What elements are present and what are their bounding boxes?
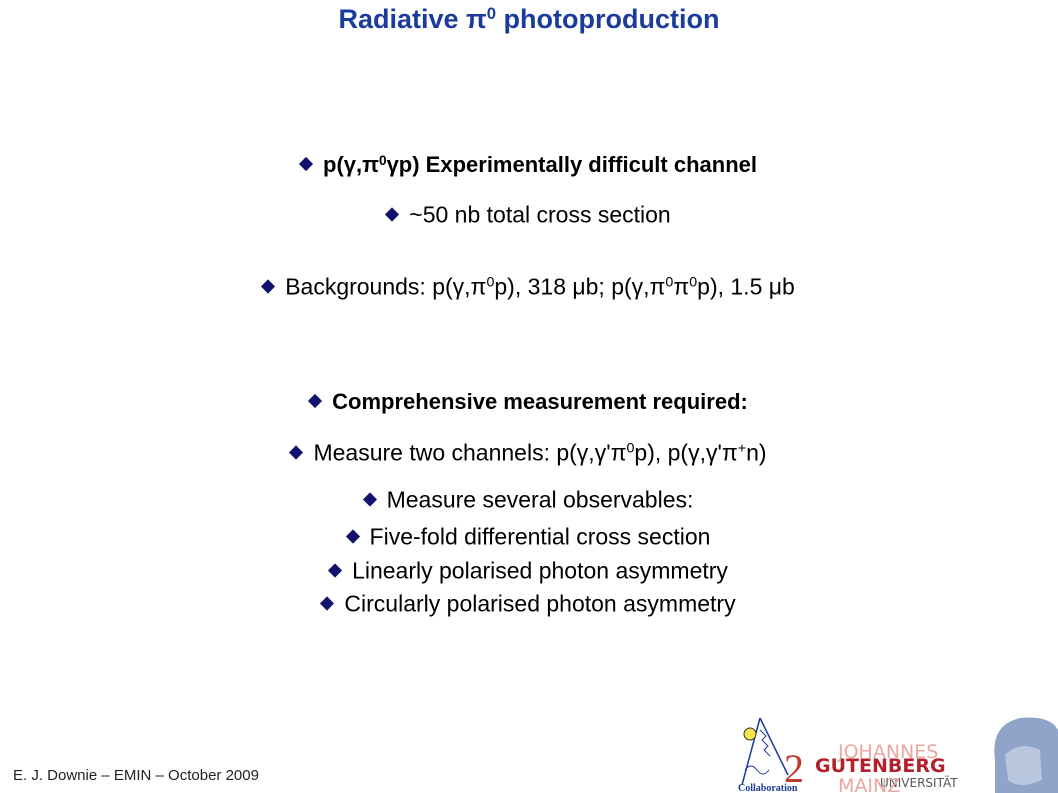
bust-image [994, 717, 1058, 793]
bullet [261, 279, 276, 294]
bullet [327, 563, 343, 578]
text-run: π [673, 273, 690, 300]
text-run: Five-fold differential cross section [369, 523, 711, 550]
superscript: 0 [626, 440, 635, 457]
bullet-item: Linearly polarised photon asymmetry [0, 558, 1058, 585]
bullet [345, 529, 360, 544]
bullet-item: Circularly polarised photon asymmetry [0, 591, 1058, 618]
bullet [362, 492, 377, 507]
bullet-item: ~50 nb total cross section [0, 202, 1058, 229]
bullet-item: Measure several observables: [0, 487, 1058, 514]
bullet-item: Measure two channels: p(γ,γ'π0p), p(γ,γ'… [0, 440, 1058, 467]
bullet-item: Comprehensive measurement required: [0, 389, 1058, 415]
university-logo: JOHANNES GUTENBERG UNIVERSITÄT MAINZ [815, 741, 958, 793]
text-run: p), 1.5 μb [697, 273, 795, 300]
footer: E. J. Downie – EMIN – October 2009 [13, 767, 259, 784]
bullet-item: Backgrounds: p(γ,π0p), 318 μb; p(γ,π0π0p… [0, 274, 1058, 301]
text-run: Linearly polarised photon asymmetry [352, 557, 728, 584]
text-run: Circularly polarised photon asymmetry [344, 590, 736, 617]
a2-logo: 2 Collaboration [738, 717, 804, 793]
text-run: Measure two channels: p(γ,γ'π [313, 439, 627, 466]
text-run: p), p(γ,γ'π [634, 439, 738, 466]
superscript: 0 [689, 274, 698, 291]
bullet [308, 393, 323, 409]
bullet [320, 596, 335, 611]
text-run: γp) Experimentally difficult channel [386, 152, 757, 177]
superscript: 0 [486, 3, 497, 23]
a2-mark: 2 [784, 746, 804, 791]
superscript: 0 [378, 152, 387, 168]
a2-caption: Collaboration [738, 783, 798, 793]
bullet [289, 445, 304, 460]
superscript: 0 [486, 274, 495, 291]
slide-title: Radiative π0 photoproduction [0, 4, 1058, 35]
bullet-item: p(γ,π0γp) Experimentally difficult chann… [0, 152, 1058, 178]
text-run: Backgrounds: p(γ,π [285, 273, 487, 300]
university-word: GUTENBERG [815, 755, 946, 777]
text-run: Comprehensive measurement required: [332, 389, 748, 414]
bullet [298, 156, 314, 172]
text-run: ~50 nb total cross section [409, 201, 671, 228]
text-run: p(γ,π [323, 152, 379, 177]
text-run: p), 318 μb; p(γ,π [494, 273, 666, 300]
superscript: 0 [665, 274, 674, 291]
university-word: MAINZ [838, 775, 900, 793]
university-word: UNIVERSITÄT [880, 775, 958, 790]
bullet [385, 207, 400, 222]
university-word: JOHANNES [837, 741, 938, 763]
superscript: + [737, 440, 747, 457]
bullet-item: Five-fold differential cross section [0, 524, 1058, 551]
text-run: n) [746, 439, 767, 466]
text-run: Measure several observables: [386, 486, 694, 513]
text-run: Radiative π [338, 4, 487, 34]
logos: 2 Collaboration JOHANNES GUTENBERG UNIVE… [738, 717, 1058, 793]
text-run: photoproduction [496, 4, 720, 34]
